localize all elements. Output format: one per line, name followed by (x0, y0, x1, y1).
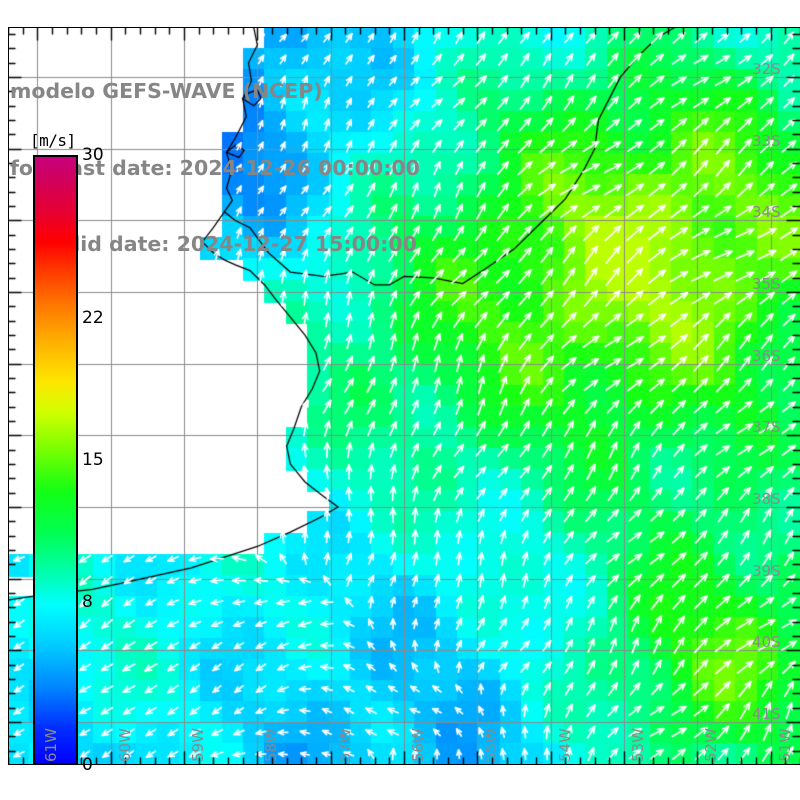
colorbar-tick-8: 8 (82, 592, 93, 613)
longitude-label-59W: 59W (189, 728, 207, 762)
colorbar-tick-0: 0 (82, 755, 93, 775)
latitude-label-39S: 39S (752, 561, 781, 580)
longitude-label-61W: 61W (42, 728, 61, 762)
longitude-label-51W: 51W (775, 728, 794, 762)
forecast-date-line: forecast date: 2024-12-26 00:00:00 (10, 155, 420, 180)
wind-field-canvas[interactable] (8, 27, 800, 765)
longitude-label-55W: 55W (482, 728, 501, 762)
latitude-label-40S: 40S (752, 633, 781, 652)
map-plot-area[interactable] (8, 27, 800, 765)
longitude-label-53W: 53W (629, 728, 647, 762)
latitude-label-41S: 41S (752, 705, 781, 723)
latitude-label-36S: 36S (752, 346, 781, 365)
latitude-label-38S: 38S (752, 490, 781, 509)
colorbar-gradient (33, 155, 78, 765)
colorbar-tick-30: 30 (82, 145, 104, 165)
colorbar[interactable] (33, 155, 78, 765)
longitude-label-52W: 52W (702, 728, 721, 762)
colorbar-tick-15: 15 (82, 450, 104, 470)
longitude-label-58W: 58W (262, 728, 281, 762)
longitude-label-60W: 60W (115, 728, 134, 762)
model-name-line: modelo GEFS-WAVE (NCEP) (10, 79, 323, 103)
figure-title-block: modelo GEFS-WAVE (NCEP) forecast date: 2… (8, 28, 608, 309)
latitude-label-37S: 37S (752, 418, 781, 437)
longitude-label-57W: 57W (335, 728, 354, 762)
longitude-label-56W: 56W (409, 728, 427, 762)
latitude-label-33S: 33S (752, 131, 781, 150)
latitude-label-34S: 34S (752, 203, 781, 222)
valid-date-line: valid date: 2024-12-27 15:00:00 (46, 232, 417, 256)
longitude-label-54W: 54W (555, 728, 574, 762)
colorbar-unit-label: [m/s] (30, 131, 76, 150)
colorbar-tick-22: 22 (82, 307, 104, 328)
latitude-label-35S: 35S (752, 275, 781, 294)
latitude-label-32S: 32S (752, 60, 781, 79)
